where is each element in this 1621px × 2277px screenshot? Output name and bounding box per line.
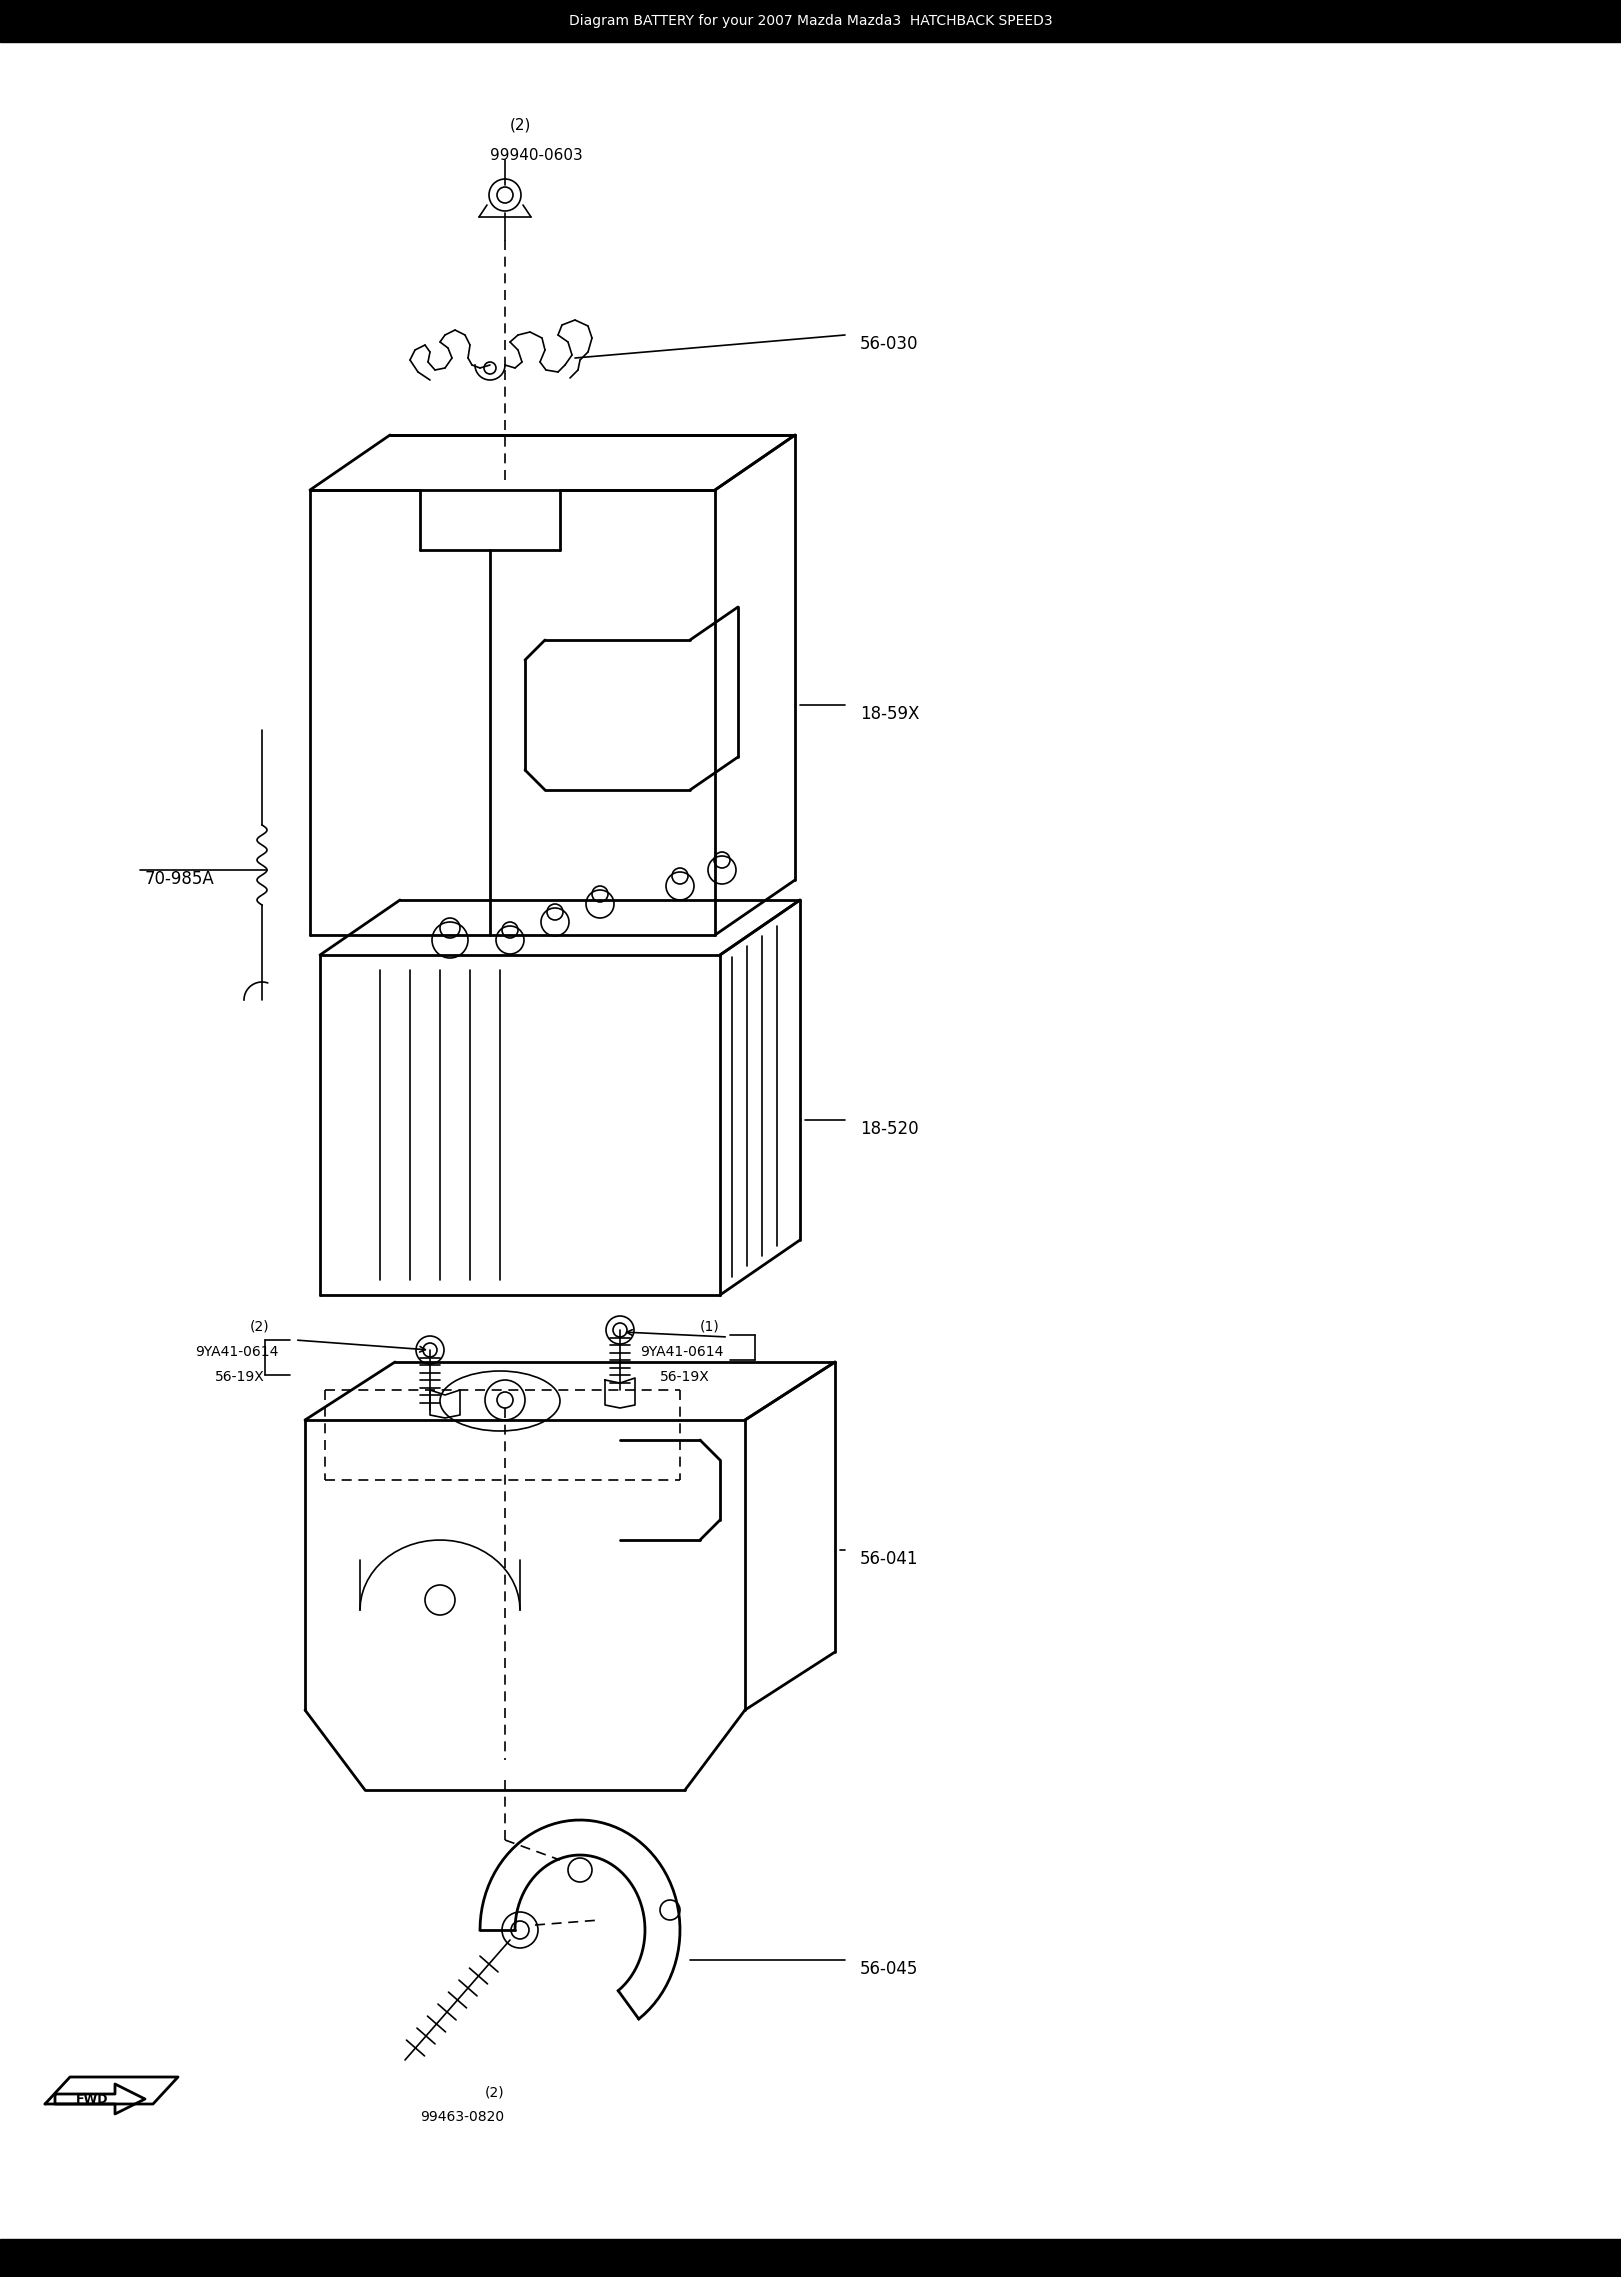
Text: 56-045: 56-045 [861,1960,919,1979]
Text: Diagram BATTERY for your 2007 Mazda Mazda3  HATCHBACK SPEED3: Diagram BATTERY for your 2007 Mazda Mazd… [569,14,1052,27]
Text: (1): (1) [700,1321,720,1334]
Text: 9YA41-0614: 9YA41-0614 [195,1346,279,1359]
Text: (2): (2) [485,2086,504,2099]
Bar [0,2238,1621,2277]
Text: 56-19X: 56-19X [660,1371,710,1384]
Text: 56-030: 56-030 [861,335,919,353]
Text: 18-59X: 18-59X [861,706,919,724]
Text: 18-520: 18-520 [861,1120,919,1138]
Text: FWD: FWD [76,2093,109,2106]
Text: 99463-0820: 99463-0820 [420,2111,504,2124]
Text: (2): (2) [509,118,530,132]
Text: 99940-0603: 99940-0603 [490,148,584,164]
Text: 9YA41-0614: 9YA41-0614 [640,1346,723,1359]
Bar [0,0,1621,41]
Text: 56-041: 56-041 [861,1551,919,1569]
Text: 70-985A: 70-985A [144,870,214,888]
Text: (2): (2) [250,1321,269,1334]
Text: 56-19X: 56-19X [216,1371,264,1384]
